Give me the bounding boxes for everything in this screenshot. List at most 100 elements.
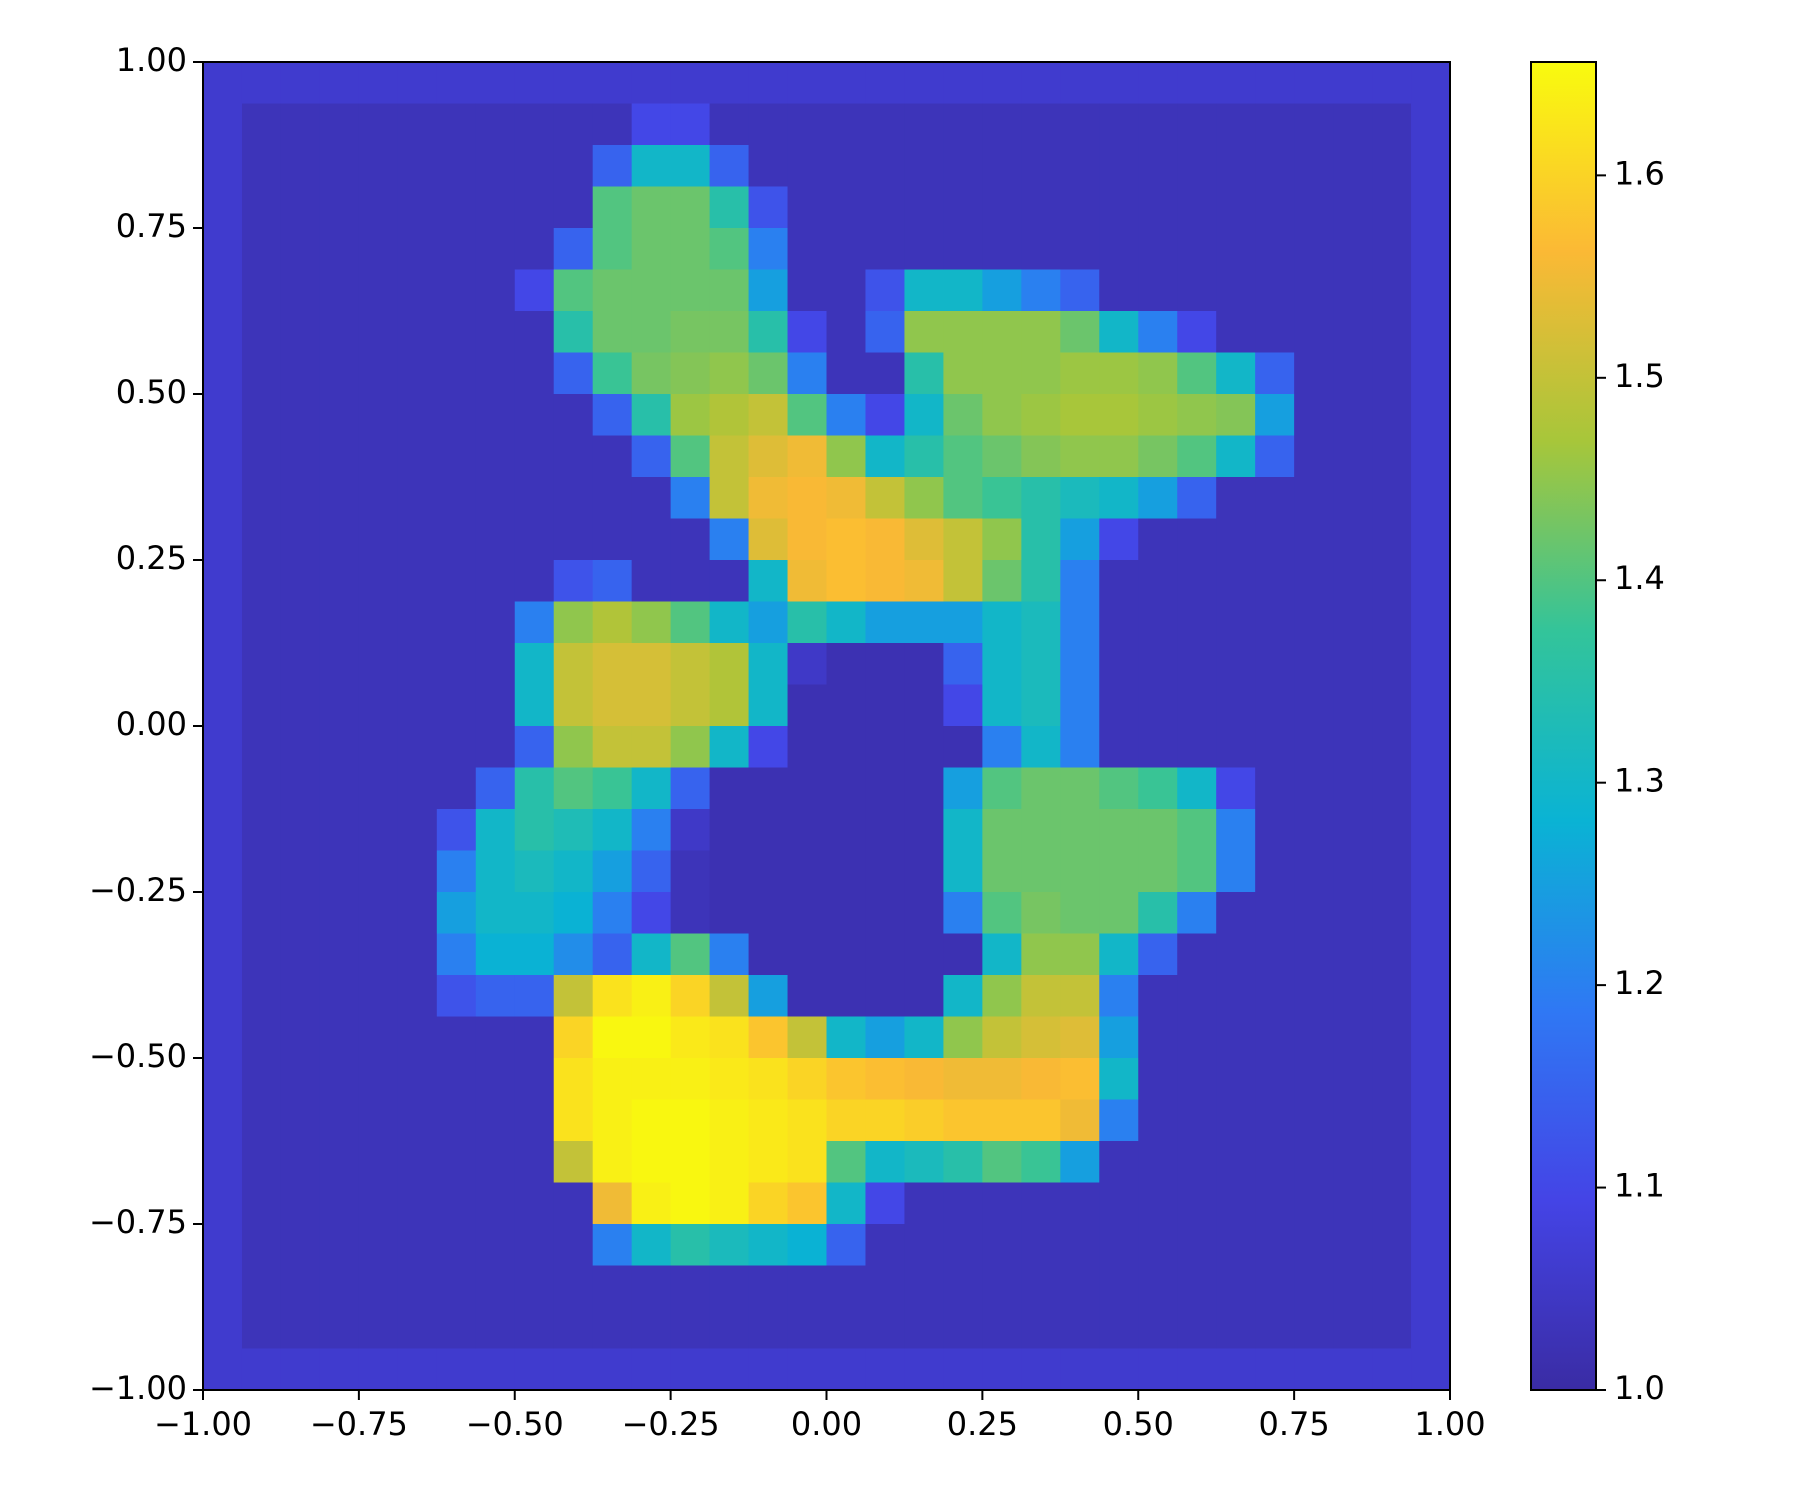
- heatmap-cell: [1411, 726, 1451, 769]
- heatmap-cell: [514, 601, 555, 644]
- heatmap-cell: [982, 809, 1022, 852]
- heatmap-cell: [1177, 1182, 1217, 1225]
- heatmap-cell: [1138, 560, 1178, 603]
- heatmap-cell: [358, 477, 399, 520]
- x-tick-label: −0.25: [622, 1405, 720, 1443]
- heatmap-cell: [1021, 601, 1061, 644]
- axes: −1.00 −0.75 −0.50 −0.25 0.00 0.25 0.50 0.75 1.00…: [89, 41, 1665, 1443]
- heatmap-cell: [1333, 62, 1373, 105]
- heatmap-cell: [1099, 1099, 1139, 1142]
- heatmap-cell: [1138, 1141, 1178, 1184]
- heatmap-cell: [1411, 809, 1451, 852]
- heatmap-cell: [1255, 726, 1295, 769]
- heatmap-cell: [748, 477, 789, 520]
- heatmap-cell: [436, 767, 477, 810]
- heatmap-cell: [475, 145, 516, 188]
- heatmap-cell: [943, 1182, 983, 1225]
- heatmap-cell: [319, 145, 360, 188]
- heatmap-cell: [709, 1016, 750, 1059]
- heatmap-cell: [1255, 850, 1295, 893]
- heatmap-cell: [1216, 1224, 1256, 1267]
- heatmap-cell: [943, 643, 983, 686]
- heatmap-cell: [1138, 933, 1178, 976]
- heatmap-cell: [280, 1182, 321, 1225]
- heatmap-cell: [631, 643, 672, 686]
- heatmap-cell: [319, 975, 360, 1018]
- y-tick-label: 0.00: [116, 705, 187, 743]
- heatmap-cell: [709, 1182, 750, 1225]
- heatmap-cell: [631, 560, 672, 603]
- heatmap-cell: [1372, 975, 1412, 1018]
- heatmap-cell: [1294, 311, 1334, 354]
- heatmap-cell: [787, 477, 828, 520]
- heatmap-cell: [203, 477, 243, 520]
- heatmap-cell: [553, 145, 594, 188]
- heatmap-cell: [748, 975, 789, 1018]
- heatmap-cell: [358, 601, 399, 644]
- heatmap-cell: [709, 560, 750, 603]
- colorbar-tick-label: 1.5: [1614, 357, 1665, 395]
- heatmap-cell: [1216, 1348, 1256, 1391]
- heatmap-cell: [982, 311, 1022, 354]
- heatmap-cell: [358, 1348, 399, 1391]
- heatmap-cell: [1372, 145, 1412, 188]
- heatmap-cell: [670, 269, 711, 312]
- heatmap-cell: [1060, 352, 1100, 395]
- heatmap-cell: [1177, 892, 1217, 935]
- heatmap-cell: [475, 62, 516, 105]
- heatmap-cell: [203, 1265, 243, 1308]
- heatmap-cell: [670, 560, 711, 603]
- heatmap-cell: [943, 477, 983, 520]
- heatmap-cell: [943, 933, 983, 976]
- heatmap-cell: [631, 394, 672, 437]
- heatmap-cell: [1021, 435, 1061, 478]
- heatmap-cell: [787, 1141, 828, 1184]
- heatmap-cell: [358, 1224, 399, 1267]
- heatmap-cell: [1060, 477, 1100, 520]
- heatmap-cell: [319, 601, 360, 644]
- heatmap-cell: [826, 643, 867, 686]
- heatmap-cell: [203, 1141, 243, 1184]
- heatmap-cell: [1411, 145, 1451, 188]
- heatmap-cell: [982, 269, 1022, 312]
- heatmap-cell: [241, 1058, 282, 1101]
- heatmap-cell: [1372, 1182, 1412, 1225]
- heatmap-cell: [397, 809, 438, 852]
- heatmap-cell: [553, 311, 594, 354]
- heatmap-cell: [670, 726, 711, 769]
- heatmap-cell: [203, 1307, 243, 1350]
- heatmap-cell: [553, 643, 594, 686]
- heatmap-cell: [436, 518, 477, 561]
- heatmap-cell: [631, 1348, 672, 1391]
- heatmap-cell: [1255, 975, 1295, 1018]
- heatmap-cell: [280, 186, 321, 229]
- heatmap-cell: [475, 726, 516, 769]
- heatmap-cell: [1060, 726, 1100, 769]
- heatmap-cell: [1333, 394, 1373, 437]
- heatmap-cell: [1099, 684, 1139, 727]
- heatmap-cell: [592, 560, 633, 603]
- heatmap-cell: [358, 186, 399, 229]
- heatmap-cell: [592, 726, 633, 769]
- heatmap-cell: [358, 1265, 399, 1308]
- heatmap-cell: [1138, 311, 1178, 354]
- heatmap-cell: [1060, 684, 1100, 727]
- heatmap-cell: [1294, 394, 1334, 437]
- heatmap-cell: [1411, 394, 1451, 437]
- heatmap-cell: [1177, 269, 1217, 312]
- heatmap-cell: [787, 186, 828, 229]
- heatmap-cell: [203, 1224, 243, 1267]
- heatmap-cell: [826, 518, 867, 561]
- heatmap-cell: [319, 394, 360, 437]
- heatmap-cell: [319, 186, 360, 229]
- heatmap-cell: [1255, 601, 1295, 644]
- heatmap-cell: [904, 684, 945, 727]
- heatmap-cell: [631, 975, 672, 1018]
- heatmap-cell: [904, 394, 945, 437]
- heatmap-cell: [709, 103, 750, 146]
- heatmap-cell: [358, 1099, 399, 1142]
- heatmap-cell: [1099, 643, 1139, 686]
- heatmap-cell: [1021, 1307, 1061, 1350]
- heatmap-cell: [709, 311, 750, 354]
